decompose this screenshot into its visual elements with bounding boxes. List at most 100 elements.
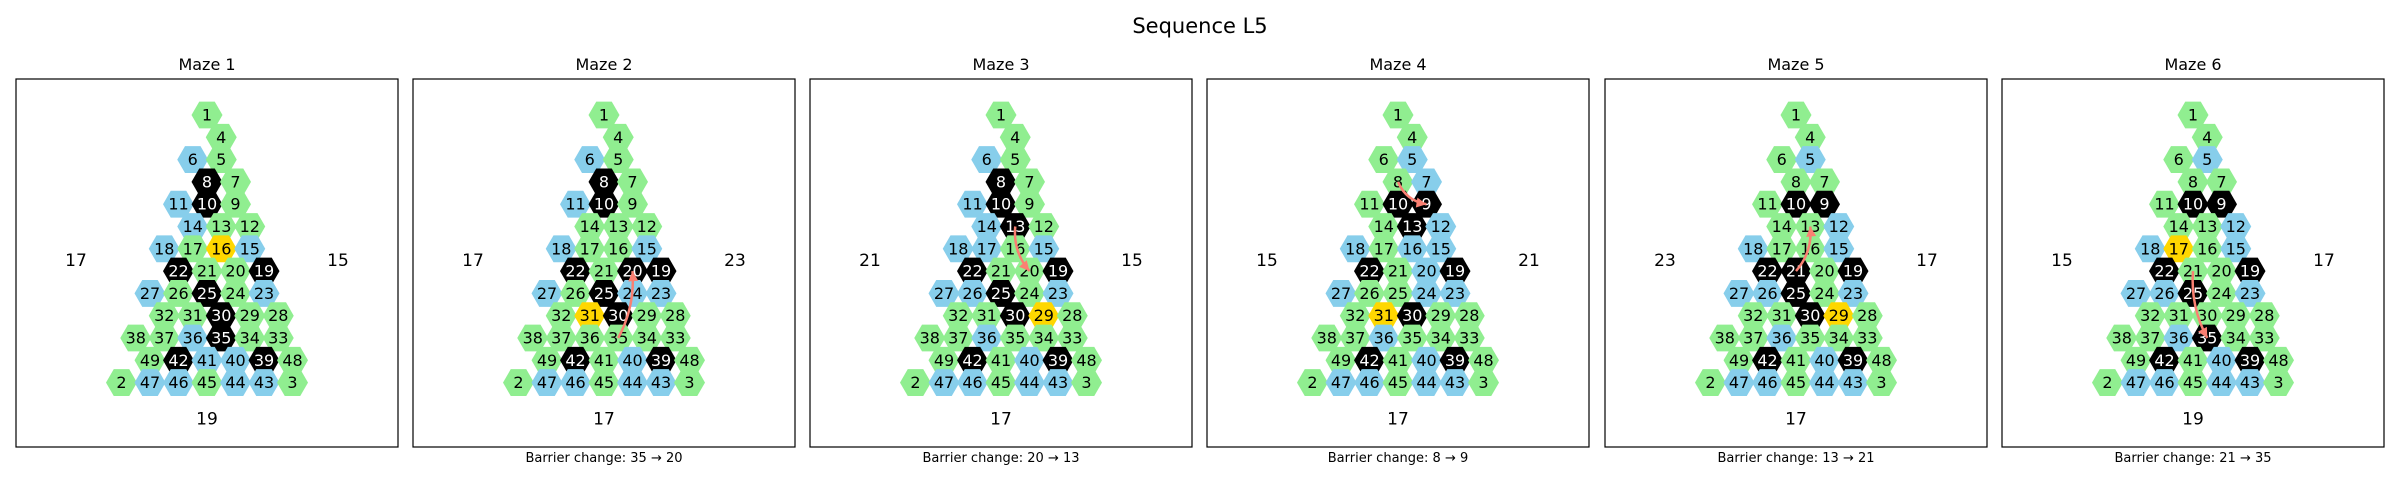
hex-cell-20: 20	[2206, 257, 2237, 285]
cell-number: 48	[1871, 351, 1891, 370]
hex-shape	[645, 257, 677, 285]
hex-cell-41: 41	[1780, 346, 1812, 374]
cell-number: 30	[211, 306, 231, 325]
cell-number: 22	[1757, 262, 1777, 281]
hex-cell-1: 1	[985, 101, 1017, 129]
hex-cell-6: 6	[574, 146, 606, 174]
hex-cell-19: 19	[645, 257, 677, 285]
hex-shape	[2163, 235, 2195, 263]
hex-shape	[545, 324, 577, 352]
hex-shape	[1311, 324, 1343, 352]
hex-shape	[220, 168, 251, 196]
hex-shape	[1297, 369, 1328, 397]
hex-shape	[2220, 235, 2252, 263]
bottom-side-value: 17	[593, 410, 615, 430]
cell-number: 32	[154, 306, 174, 325]
cell-number: 47	[934, 373, 954, 392]
hex-shape	[220, 369, 251, 397]
barrier-change-caption: Barrier change: 13 → 21	[1717, 451, 1874, 466]
cell-number: 4	[1805, 128, 1815, 147]
hex-cell-22: 22	[957, 257, 988, 285]
cell-number: 17	[2169, 239, 2189, 258]
hex-shape	[1723, 346, 1755, 374]
cell-number: 31	[1374, 306, 1394, 325]
hex-cell-30: 30	[999, 302, 1031, 330]
cell-number: 39	[1445, 351, 1465, 370]
cell-number: 16	[211, 239, 231, 258]
hex-cell-19: 19	[248, 257, 280, 285]
hex-shape	[2234, 279, 2266, 307]
hex-cell-49: 49	[1325, 346, 1357, 374]
hex-cell-42: 42	[163, 346, 194, 374]
hex-cell-25: 25	[1780, 279, 1812, 307]
hex-shape	[617, 168, 648, 196]
hex-shape	[1439, 346, 1471, 374]
cell-number: 43	[2240, 373, 2260, 392]
cell-number: 32	[1345, 306, 1365, 325]
cell-number: 13	[211, 217, 231, 236]
hex-cell-3: 3	[1866, 369, 1897, 397]
cell-number: 4	[2202, 128, 2212, 147]
hex-cell-9: 9	[1809, 190, 1840, 218]
hex-shape	[1354, 257, 1385, 285]
hex-cell-6: 6	[2163, 146, 2195, 174]
hex-shape	[645, 279, 677, 307]
hex-cell-45: 45	[191, 369, 223, 397]
cell-number: 40	[2211, 351, 2231, 370]
cell-number: 14	[1374, 217, 1394, 236]
hex-cell-32: 32	[942, 302, 974, 330]
cell-number: 12	[637, 217, 657, 236]
cell-number: 44	[1814, 373, 1834, 392]
hex-cell-22: 22	[1752, 257, 1783, 285]
hex-cell-6: 6	[1766, 146, 1798, 174]
hex-shape	[1837, 279, 1869, 307]
hex-shape	[645, 346, 677, 374]
hex-cell-25: 25	[985, 279, 1017, 307]
hex-cell-1: 1	[191, 101, 223, 129]
hex-cell-24: 24	[1014, 279, 1045, 307]
cell-number: 40	[1814, 351, 1834, 370]
hex-shape	[1354, 369, 1385, 397]
cell-number: 14	[1772, 217, 1792, 236]
cell-number: 6	[2174, 150, 2184, 169]
cell-number: 47	[140, 373, 160, 392]
cell-number: 28	[1459, 306, 1479, 325]
hex-shape	[1396, 213, 1428, 240]
cell-number: 46	[1757, 373, 1777, 392]
hex-shape	[1794, 235, 1826, 263]
cell-number: 2	[1705, 373, 1715, 392]
hex-cell-42: 42	[1752, 346, 1783, 374]
cell-number: 45	[2183, 373, 2203, 392]
hex-shape	[1042, 257, 1074, 285]
hex-shape	[1411, 369, 1442, 397]
cell-number: 6	[1379, 150, 1389, 169]
cell-number: 36	[2169, 329, 2189, 348]
hex-shape	[2234, 257, 2266, 285]
hex-shape	[942, 324, 974, 352]
hex-shape	[588, 101, 620, 129]
cell-number: 12	[240, 217, 260, 236]
cell-number: 6	[585, 150, 595, 169]
cell-number: 3	[1081, 373, 1091, 392]
cell-number: 31	[977, 306, 997, 325]
hex-shape	[560, 279, 591, 307]
hex-shape	[985, 168, 1017, 196]
hex-shape	[2134, 324, 2166, 352]
hex-cell-45: 45	[1780, 369, 1812, 397]
hex-shape	[645, 369, 677, 397]
cell-number: 3	[287, 373, 297, 392]
cell-number: 15	[1034, 239, 1054, 258]
hex-shape	[1071, 346, 1102, 374]
hex-cell-3: 3	[2263, 369, 2294, 397]
hex-cell-37: 37	[545, 324, 577, 352]
cell-number: 39	[1048, 351, 1068, 370]
hex-shape	[248, 369, 280, 397]
hex-shape	[1780, 190, 1812, 218]
cell-number: 43	[254, 373, 274, 392]
hex-shape	[1071, 369, 1102, 397]
hex-cell-31: 31	[2163, 302, 2195, 330]
cell-number: 29	[1829, 306, 1849, 325]
arrow-head	[1019, 260, 1030, 272]
hex-cell-33: 33	[659, 324, 691, 352]
hex-shape	[2234, 346, 2266, 374]
